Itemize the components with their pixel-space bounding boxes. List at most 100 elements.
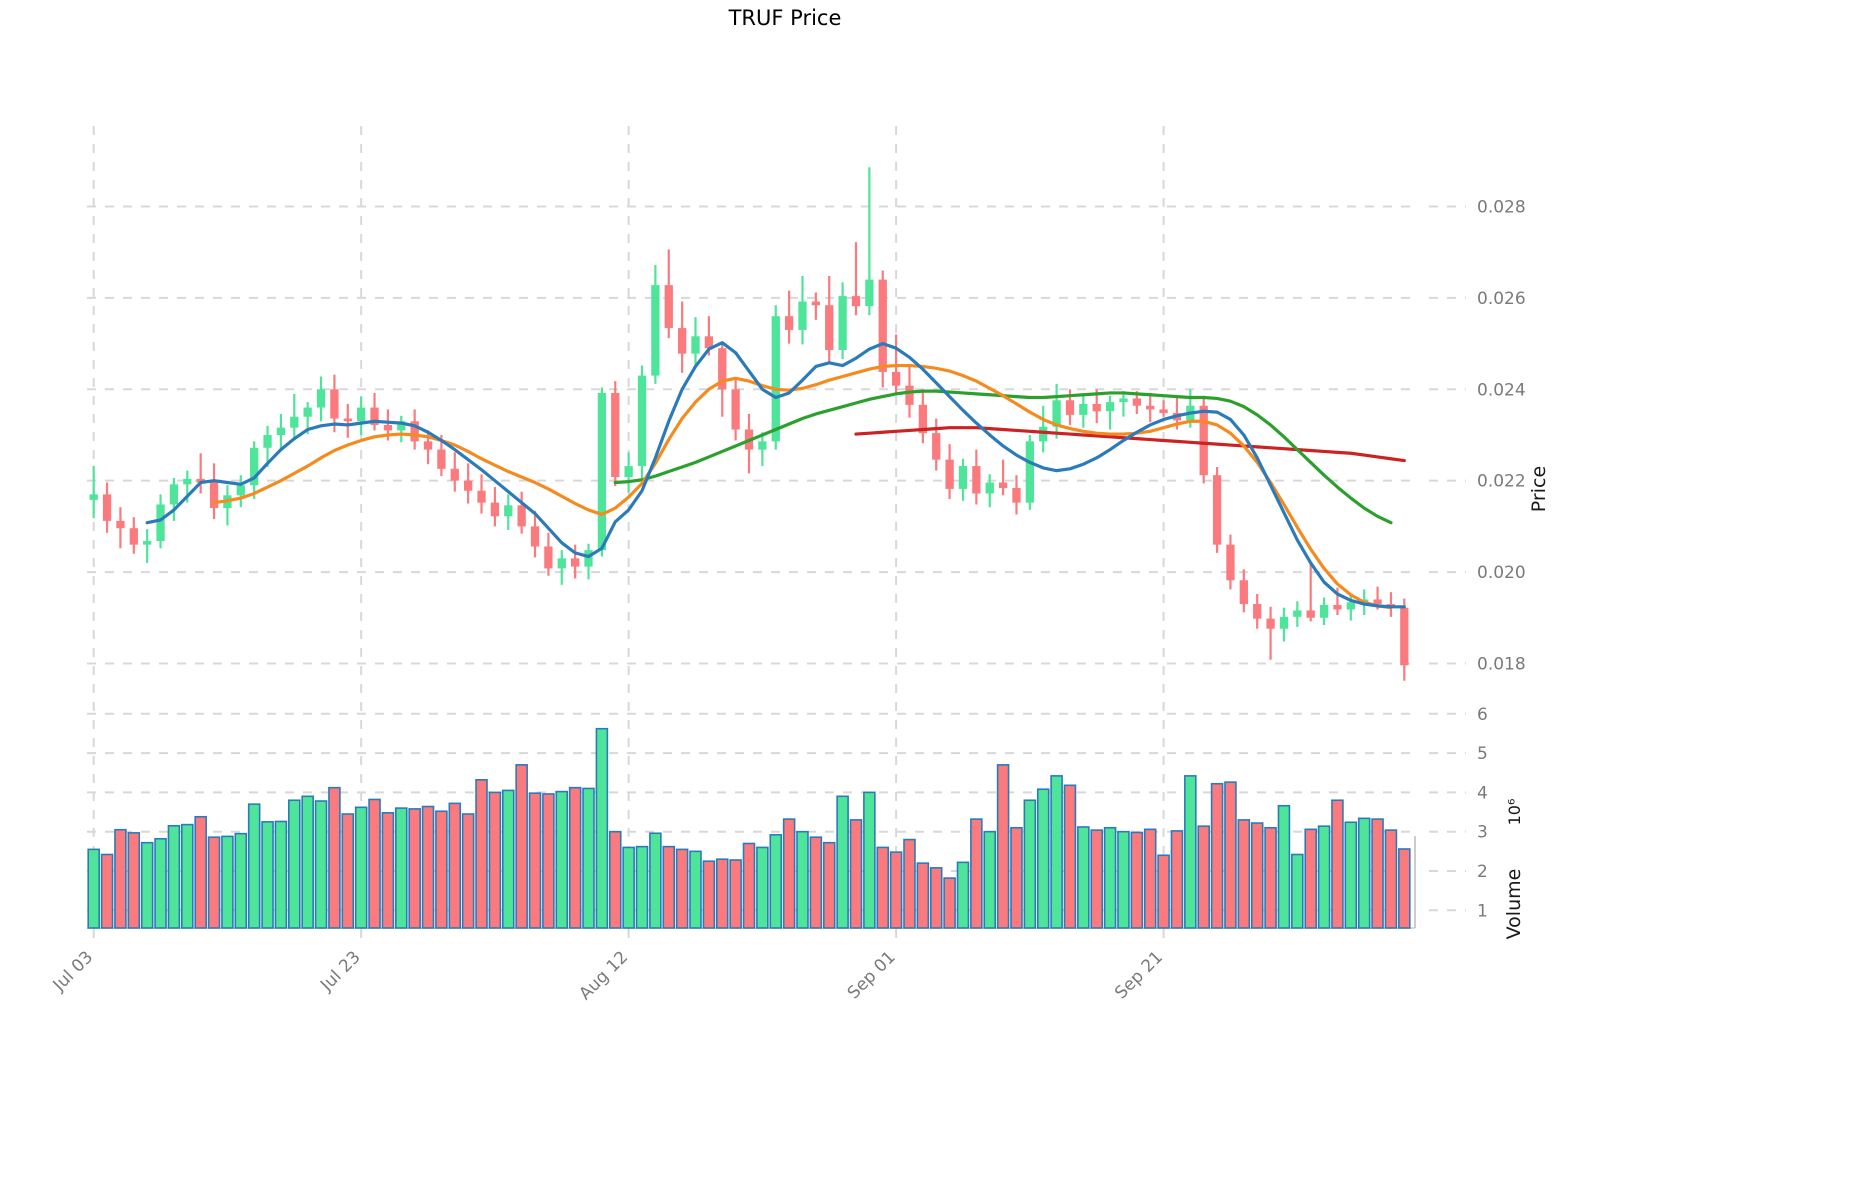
price-axis-title: Price bbox=[1528, 466, 1550, 512]
candlestick bbox=[932, 418, 941, 471]
volume-bar bbox=[876, 846, 890, 929]
volume-bar bbox=[314, 800, 328, 929]
volume-bar bbox=[1264, 826, 1277, 929]
candlestick bbox=[784, 290, 794, 344]
volume-bar bbox=[301, 795, 314, 929]
candlestick bbox=[530, 510, 540, 558]
volume-bar bbox=[194, 815, 207, 929]
volume-bar bbox=[1117, 830, 1130, 929]
volume-bar bbox=[421, 805, 435, 929]
volume-bar bbox=[996, 764, 1010, 929]
candlestick bbox=[410, 409, 419, 450]
volume-bar bbox=[1023, 799, 1037, 929]
volume-bar bbox=[649, 832, 662, 929]
volume-bar bbox=[1036, 788, 1050, 929]
volume-bar bbox=[127, 832, 141, 929]
candlestick bbox=[1119, 391, 1128, 417]
candlestick bbox=[878, 270, 887, 388]
candlestick bbox=[1239, 569, 1248, 613]
candlestick bbox=[972, 449, 981, 505]
candlestick bbox=[651, 265, 660, 384]
candlestick bbox=[504, 494, 513, 531]
volume-bar bbox=[608, 830, 622, 929]
candlestick bbox=[744, 413, 754, 474]
volume-bar bbox=[1357, 817, 1371, 929]
candlestick bbox=[985, 474, 994, 508]
volume-bar bbox=[114, 828, 127, 929]
volume-bar bbox=[394, 807, 408, 929]
volume-exponent-label: 10⁶ bbox=[1505, 799, 1524, 826]
candlestick bbox=[825, 275, 834, 363]
ma-line-orange bbox=[212, 363, 1393, 610]
volume-bar bbox=[154, 837, 167, 929]
volume-bar bbox=[822, 841, 836, 929]
candlestick bbox=[771, 305, 780, 450]
candlestick bbox=[851, 242, 861, 316]
candlestick bbox=[143, 529, 152, 563]
volume-bar bbox=[542, 793, 555, 929]
volume-bar bbox=[1371, 818, 1384, 929]
volume-bar bbox=[675, 848, 689, 929]
volume-bar-series bbox=[87, 727, 1411, 929]
volume-tick-label: 4 bbox=[1477, 783, 1488, 803]
candlestick bbox=[918, 389, 928, 444]
candlestick bbox=[169, 477, 179, 521]
volume-bar bbox=[207, 836, 221, 929]
x-tick-label: Sep 21 bbox=[1111, 947, 1167, 1003]
volume-bar bbox=[368, 798, 381, 929]
candlestick bbox=[102, 482, 112, 533]
candlestick bbox=[1293, 601, 1302, 627]
candlestick bbox=[624, 452, 633, 493]
volume-bar bbox=[595, 727, 609, 929]
volume-bar bbox=[622, 846, 635, 929]
volume-bar bbox=[354, 806, 368, 929]
price-tick-label: 0.018 bbox=[1477, 654, 1526, 674]
volume-bar bbox=[1143, 828, 1157, 929]
candlestick bbox=[1159, 400, 1168, 417]
candlestick bbox=[316, 376, 326, 422]
price-tick-label: 0.024 bbox=[1477, 380, 1526, 400]
candlestick bbox=[357, 396, 366, 435]
volume-bar bbox=[435, 810, 448, 929]
volume-tick-label: 3 bbox=[1477, 823, 1488, 843]
volume-bar bbox=[1344, 821, 1358, 929]
x-tick-label: Jul 03 bbox=[49, 947, 97, 995]
candlestick bbox=[236, 475, 245, 508]
volume-bar bbox=[889, 851, 903, 929]
volume-bar bbox=[983, 830, 997, 929]
volume-bar bbox=[288, 799, 301, 929]
volume-bar bbox=[1050, 775, 1063, 929]
candlestick bbox=[1319, 597, 1329, 626]
axis-titles: Price Volume 10⁶ bbox=[1503, 466, 1550, 940]
volume-bar bbox=[635, 845, 649, 929]
candlestick bbox=[477, 474, 486, 514]
volume-bar bbox=[1277, 804, 1291, 929]
volume-bar bbox=[408, 808, 421, 929]
x-tick-label: Jul 23 bbox=[316, 947, 364, 995]
volume-bar bbox=[261, 821, 274, 929]
price-tick-label: 0.020 bbox=[1477, 563, 1526, 583]
moving-average-lines bbox=[145, 341, 1406, 610]
volume-bar bbox=[274, 820, 288, 929]
candlestick bbox=[196, 453, 205, 494]
page-title: TRUF Price bbox=[728, 6, 842, 30]
volume-bar bbox=[1197, 825, 1210, 929]
volume-bar bbox=[756, 846, 769, 929]
volume-bar bbox=[1224, 781, 1237, 929]
candlestick bbox=[1400, 598, 1409, 681]
volume-bar bbox=[1210, 782, 1224, 929]
volume-bar bbox=[448, 802, 462, 929]
ma-line-blue bbox=[145, 341, 1406, 609]
candlestick bbox=[263, 425, 272, 467]
candlestick bbox=[677, 301, 687, 373]
candlestick bbox=[370, 392, 379, 431]
candlestick bbox=[276, 413, 286, 450]
volume-bar bbox=[943, 877, 956, 929]
volume-tick-label: 6 bbox=[1477, 705, 1488, 725]
candlestick bbox=[945, 444, 954, 499]
volume-bar bbox=[1291, 853, 1304, 929]
volume-bar bbox=[1398, 848, 1411, 929]
volume-bar bbox=[582, 787, 595, 929]
volume-bar bbox=[863, 791, 876, 929]
